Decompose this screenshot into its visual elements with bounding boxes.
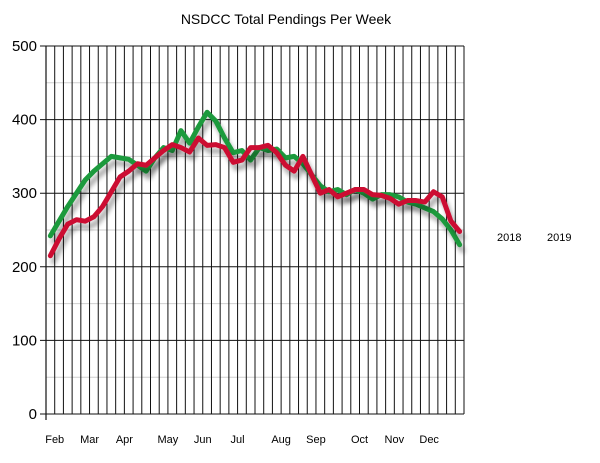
x-month-label: Oct [351, 434, 368, 446]
legend-label-2018: 2018 [497, 232, 521, 244]
x-month-label: Nov [385, 434, 405, 446]
axes: 0 100 200 300 400 500 Feb Mar Apr May Jun Jul Aug Sep… [12, 38, 439, 446]
grid [40, 45, 465, 415]
x-month-label: Mar [80, 434, 99, 446]
x-month-label: Feb [45, 434, 64, 446]
x-month-label: Aug [271, 434, 291, 446]
x-month-label: Dec [419, 434, 439, 446]
y-tick-label: 300 [12, 185, 37, 202]
y-tick-label: 100 [12, 332, 37, 349]
y-tick-label: 400 [12, 112, 37, 129]
series-line-2018 [47, 109, 463, 248]
y-tick-label: 500 [12, 38, 37, 55]
series-lines [47, 109, 463, 259]
x-month-label: Apr [116, 434, 133, 446]
y-tick-label: 0 [29, 406, 37, 423]
legend-label-2019: 2019 [547, 232, 571, 244]
x-month-label: May [158, 434, 179, 446]
x-month-label: Jun [194, 434, 212, 446]
x-month-label: Jul [231, 434, 245, 446]
legend: 2018 2019 [475, 232, 571, 244]
chart-title: NSDCC Total Pendings Per Week [181, 11, 392, 27]
x-month-label: Sep [306, 434, 326, 446]
y-tick-label: 200 [12, 259, 37, 276]
series-line-2019 [47, 135, 463, 259]
